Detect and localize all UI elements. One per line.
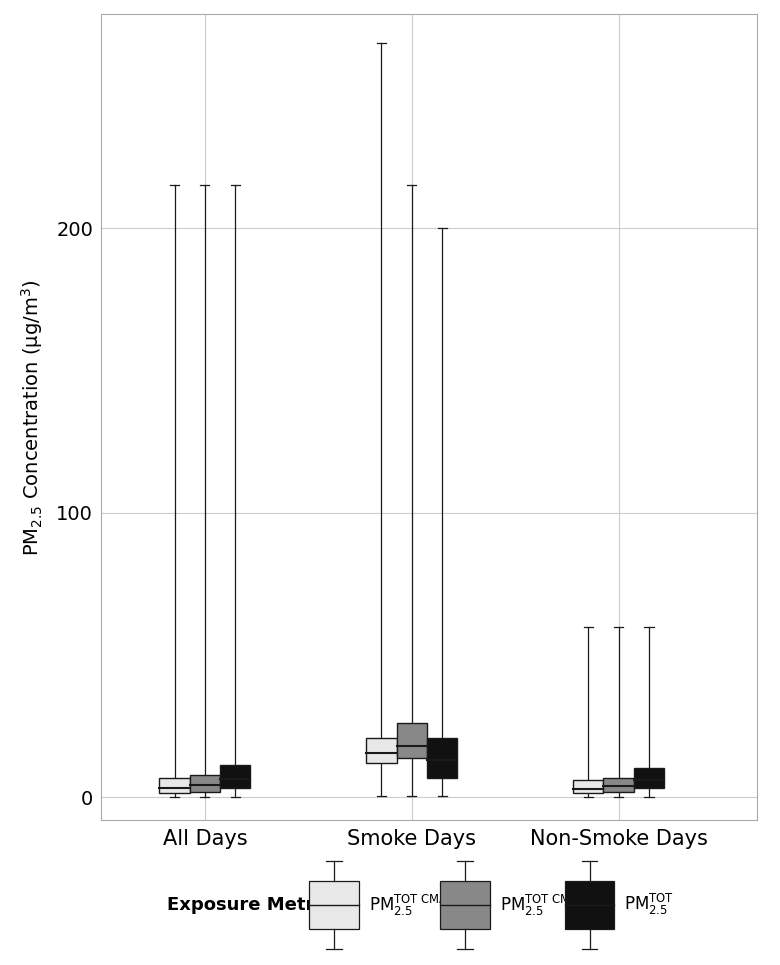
Text: PM$_{2.5}^{\mathrm{TOT}}$: PM$_{2.5}^{\mathrm{TOT}}$ <box>624 893 674 918</box>
Bar <box>427 737 457 778</box>
FancyBboxPatch shape <box>309 881 359 929</box>
Bar <box>573 781 604 793</box>
Bar <box>220 764 250 787</box>
Text: PM$_{2.5}^{\mathrm{TOT\ CMAQ\text{-}M}}$: PM$_{2.5}^{\mathrm{TOT\ CMAQ\text{-}M}}$ <box>500 892 602 918</box>
Bar <box>396 724 427 758</box>
Bar <box>367 737 396 763</box>
Bar <box>190 775 220 791</box>
Text: PM$_{2.5}^{\mathrm{TOT\ CMAQ}}$: PM$_{2.5}^{\mathrm{TOT\ CMAQ}}$ <box>369 892 457 918</box>
Bar <box>604 778 634 791</box>
Bar <box>634 767 665 787</box>
FancyBboxPatch shape <box>440 881 490 929</box>
Y-axis label: PM$_{2.5}$ Concentration (μg/m$^3$): PM$_{2.5}$ Concentration (μg/m$^3$) <box>20 279 45 556</box>
Bar <box>159 778 190 793</box>
FancyBboxPatch shape <box>565 881 615 929</box>
Text: Exposure Metric: Exposure Metric <box>167 896 331 914</box>
